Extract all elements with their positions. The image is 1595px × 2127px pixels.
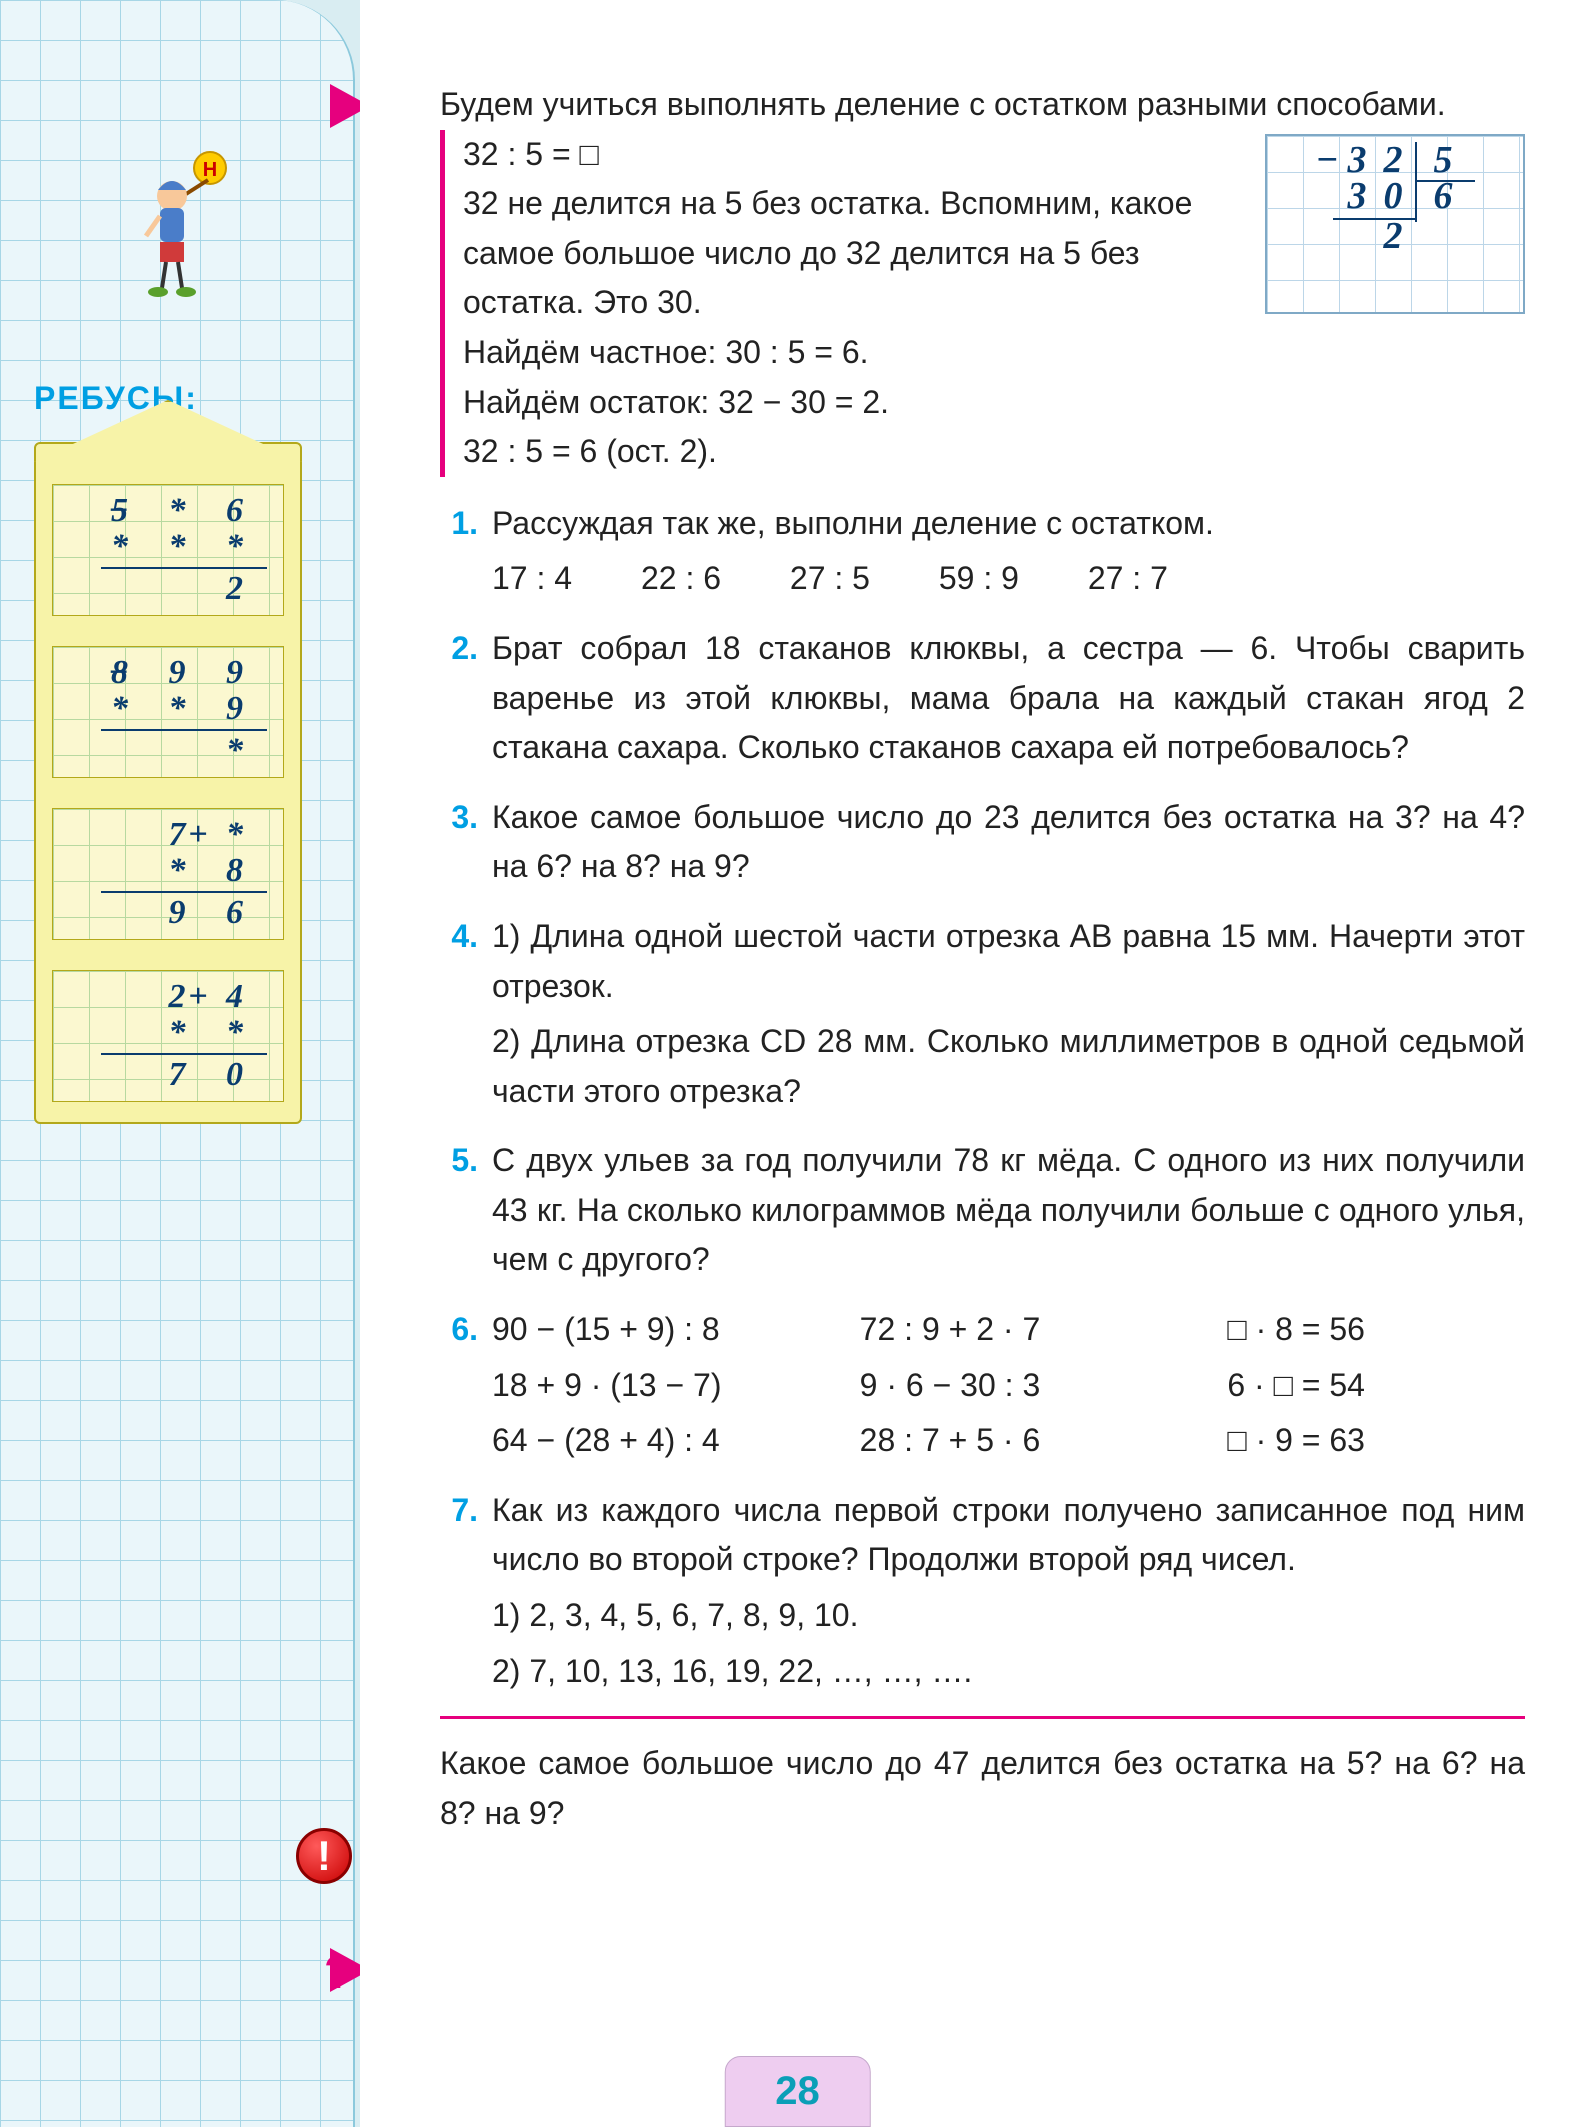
rebus-row: * * * xyxy=(61,529,275,565)
task-item: 3. Какое самое большое число до 23 делит… xyxy=(440,793,1525,892)
rebus-result: 2 xyxy=(61,571,275,607)
ld-digit: 3 xyxy=(1339,142,1375,178)
task-text: 1) 2, 3, 4, 5, 6, 7, 8, 9, 10. xyxy=(492,1591,1525,1641)
rebus-container: −5 * 6 * * * 2 −8 9 9 * * 9 * +7 * * 8 9… xyxy=(34,442,302,1124)
ld-digit: 3 xyxy=(1339,178,1375,214)
task-number: 7. xyxy=(440,1486,492,1696)
task-item: 7. Как из каждого числа первой строки по… xyxy=(440,1486,1525,1696)
ld-digit: 2 xyxy=(1375,142,1411,178)
question-icon: ? xyxy=(324,1945,352,1999)
ld-vline xyxy=(1415,142,1417,222)
math-expr: 64 − (28 + 4) : 4 xyxy=(492,1416,790,1466)
final-question: Какое самое большое число до 47 делится … xyxy=(440,1716,1525,1838)
task-text: Какое самое большое число до 23 делится … xyxy=(492,793,1525,892)
rebus-row: 8 9 9 xyxy=(111,654,259,691)
task-math-row: 17 : 4 22 : 6 27 : 5 59 : 9 27 : 7 xyxy=(492,554,1525,604)
task-text: Как из каждого числа первой строки получ… xyxy=(492,1486,1525,1585)
explain-line: Найдём остаток: 32 − 30 = 2. xyxy=(463,378,1525,428)
page-number: 28 xyxy=(724,2056,871,2127)
rebus-row: * 8 xyxy=(61,853,275,889)
task-item: 5. С двух ульев за год получили 78 кг мё… xyxy=(440,1136,1525,1285)
math-expr: 17 : 4 xyxy=(492,554,572,604)
task-item: 4. 1) Длина одной шестой части отрезка A… xyxy=(440,912,1525,1116)
rebus-result: 7 0 xyxy=(61,1057,275,1093)
math-expr: 59 : 9 xyxy=(939,554,1019,604)
task-number: 2. xyxy=(440,624,492,773)
ld-hline xyxy=(1415,180,1475,182)
attention-icon: ! xyxy=(296,1828,352,1884)
task-number: 6. xyxy=(440,1305,492,1466)
math-expr: 22 : 6 xyxy=(641,554,721,604)
task-number: 5. xyxy=(440,1136,492,1285)
task-number: 3. xyxy=(440,793,492,892)
ld-digit: 6 xyxy=(1425,178,1461,214)
rebus-puzzle: +2 4 * * 7 0 xyxy=(52,970,284,1102)
long-division-grid: − 3 2 5 3 0 6 2 xyxy=(1265,134,1525,314)
task-number: 4. xyxy=(440,912,492,1116)
rebus-row: * * 9 xyxy=(61,691,275,727)
math-expr: 72 : 9 + 2 · 7 xyxy=(860,1305,1158,1355)
task-text: Брат собрал 18 стаканов клюквы, а сестра… xyxy=(492,624,1525,773)
explain-line: 32 : 5 = 6 (ост. 2). xyxy=(463,427,1525,477)
rebus-puzzle: +7 * * 8 9 6 xyxy=(52,808,284,940)
rebus-row: 2 4 xyxy=(169,978,260,1015)
math-expr: □ · 9 = 63 xyxy=(1227,1416,1525,1466)
rebus-result: * xyxy=(61,733,275,769)
svg-text:Н: Н xyxy=(203,159,217,181)
rebus-row: 5 * 6 xyxy=(111,492,259,529)
ld-digit: 5 xyxy=(1425,142,1461,178)
task-number: 1. xyxy=(440,499,492,604)
ld-digit: 2 xyxy=(1375,218,1411,254)
rebus-row: 7 * xyxy=(169,816,260,853)
task-list: 1. Рассуждая так же, выполни деление с о… xyxy=(440,499,1525,1696)
math-expr: 28 : 7 + 5 · 6 xyxy=(860,1416,1158,1466)
math-expr: □ · 8 = 56 xyxy=(1227,1305,1525,1355)
character-icon: Н xyxy=(130,150,240,300)
task-item: 1. Рассуждая так же, выполни деление с о… xyxy=(440,499,1525,604)
task-math-columns: 90 − (15 + 9) : 8 18 + 9 · (13 − 7) 64 −… xyxy=(492,1305,1525,1466)
ld-digit: 0 xyxy=(1375,178,1411,214)
task-text: Рассуждая так же, выполни деление с оста… xyxy=(492,499,1525,549)
rebus-row: * * xyxy=(61,1015,275,1051)
rebus-puzzle: −5 * 6 * * * 2 xyxy=(52,484,284,616)
rebus-op: − xyxy=(109,655,128,691)
math-expr: 9 · 6 − 30 : 3 xyxy=(860,1361,1158,1411)
task-text: С двух ульев за год получили 78 кг мёда.… xyxy=(492,1136,1525,1285)
math-expr: 90 − (15 + 9) : 8 xyxy=(492,1305,790,1355)
task-text: 1) Длина одной шестой части отрезка AB р… xyxy=(492,912,1525,1011)
task-text: 2) 7, 10, 13, 16, 19, 22, …, …, …. xyxy=(492,1647,1525,1697)
intro-text: Будем учиться выполнять деление с остатк… xyxy=(440,80,1525,130)
main-content: Будем учиться выполнять деление с остатк… xyxy=(360,0,1595,2127)
explanation-block: − 3 2 5 3 0 6 2 32 : 5 = □ 32 не делится… xyxy=(440,130,1525,477)
math-expr: 27 : 5 xyxy=(790,554,870,604)
rebus-op: + xyxy=(189,979,208,1015)
rebus-puzzle: −8 9 9 * * 9 * xyxy=(52,646,284,778)
task-item: 6. 90 − (15 + 9) : 8 18 + 9 · (13 − 7) 6… xyxy=(440,1305,1525,1466)
math-expr: 18 + 9 · (13 − 7) xyxy=(492,1361,790,1411)
math-expr: 6 · □ = 54 xyxy=(1227,1361,1525,1411)
task-text: 2) Длина отрезка CD 28 мм. Сколько милли… xyxy=(492,1017,1525,1116)
explain-line: Найдём частное: 30 : 5 = 6. xyxy=(463,328,1525,378)
ld-hline xyxy=(1333,218,1415,220)
task-item: 2. Брат собрал 18 стаканов клюквы, а сес… xyxy=(440,624,1525,773)
math-expr: 27 : 7 xyxy=(1088,554,1168,604)
rebus-op: − xyxy=(109,493,128,529)
rebus-op: + xyxy=(189,817,208,853)
rebus-result: 9 6 xyxy=(61,895,275,931)
